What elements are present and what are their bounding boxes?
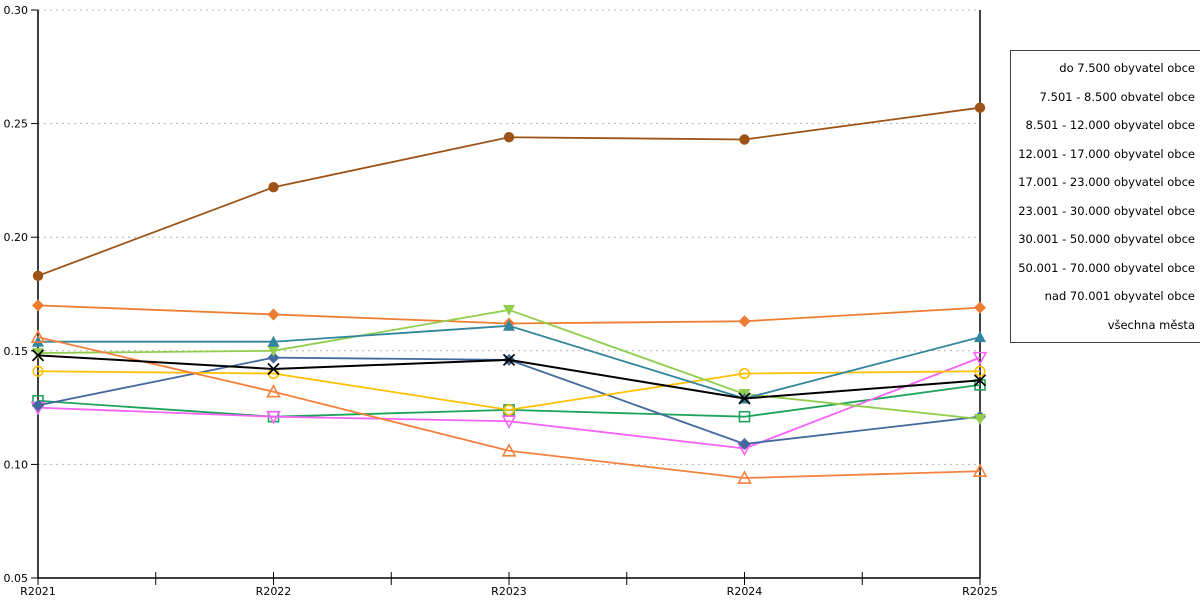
marker-circle — [268, 182, 279, 193]
marker-diamond — [974, 301, 986, 314]
y-tick-label: 0.05 — [4, 572, 29, 585]
marker-x — [502, 353, 516, 366]
y-tick-label: 0.25 — [4, 118, 29, 131]
marker-circle-open — [974, 365, 986, 377]
marker-triangle-up — [267, 335, 280, 347]
x-tick-label: R2023 — [491, 585, 527, 598]
legend-item: do 7.500 obyvatel obce — [1059, 61, 1195, 76]
marker-triangle-up-open — [501, 443, 517, 457]
marker-triangle-up-open — [737, 470, 752, 484]
legend-item: všechna města — [1107, 317, 1195, 332]
x-tick-label: R2021 — [20, 585, 56, 598]
marker-triangle-up — [503, 319, 515, 331]
marker-x — [31, 349, 45, 362]
marker-triangle-up — [974, 331, 986, 343]
marker-x — [267, 362, 280, 376]
marker-triangle-down — [974, 413, 986, 425]
y-tick-label: 0.15 — [4, 345, 29, 358]
marker-circle — [739, 134, 750, 145]
chart-legend: do 7.500 obyvatel obce 7.501 - 8.500 obva… — [1010, 50, 1200, 343]
marker-square-open — [738, 410, 751, 423]
marker-triangle-up-open — [972, 463, 988, 478]
legend-item: 30.001 - 50.000 obyvatel obce — [1018, 232, 1195, 247]
legend-item: 8.501 - 12.000 obyvatel obce — [1025, 118, 1195, 133]
legend-item: 12.001 - 17.000 obyvatel obce — [1018, 146, 1195, 161]
marker-diamond — [267, 308, 280, 321]
marker-triangle-down — [503, 304, 515, 316]
x-tick-label: R2022 — [256, 585, 292, 598]
y-tick-label: 0.30 — [4, 4, 29, 17]
marker-circle-open — [738, 367, 751, 380]
marker-diamond — [738, 315, 751, 328]
legend-item: 23.001 - 30.000 obyvatel obce — [1018, 203, 1195, 218]
legend-item: nad 70.001 obyvatel obce — [1044, 289, 1195, 304]
marker-triangle-up-open — [266, 384, 281, 398]
marker-x — [738, 392, 751, 405]
marker-circle — [974, 102, 986, 113]
legend-item: 7.501 - 8.500 obvatel obce — [1039, 89, 1195, 104]
marker-triangle-down — [32, 348, 44, 360]
y-tick-label: 0.10 — [4, 458, 29, 471]
marker-circle-open — [32, 365, 44, 377]
marker-diamond — [738, 437, 751, 450]
series-line — [37, 356, 981, 450]
series-line — [37, 336, 981, 479]
marker-diamond — [32, 399, 44, 412]
y-tick-label: 0.20 — [4, 231, 29, 244]
x-tick-label: R2024 — [727, 585, 763, 598]
marker-triangle-up — [32, 335, 44, 347]
marker-x — [973, 374, 987, 387]
marker-diamond — [267, 351, 280, 364]
marker-triangle-down-open — [501, 415, 517, 429]
legend-item: 17.001 - 23.000 obyvatel obce — [1018, 175, 1195, 190]
marker-triangle-down-open — [972, 351, 988, 366]
marker-triangle-down-open — [266, 410, 281, 425]
marker-circle — [32, 270, 44, 282]
marker-circle — [503, 132, 515, 143]
marker-diamond — [32, 299, 44, 312]
x-tick-label: R2025 — [962, 585, 998, 598]
marker-triangle-up-open — [30, 329, 46, 343]
marker-circle-open — [503, 404, 515, 416]
legend-item: 50.001 - 70.000 obyvatel obce — [1018, 260, 1195, 275]
marker-triangle-down — [267, 345, 280, 357]
